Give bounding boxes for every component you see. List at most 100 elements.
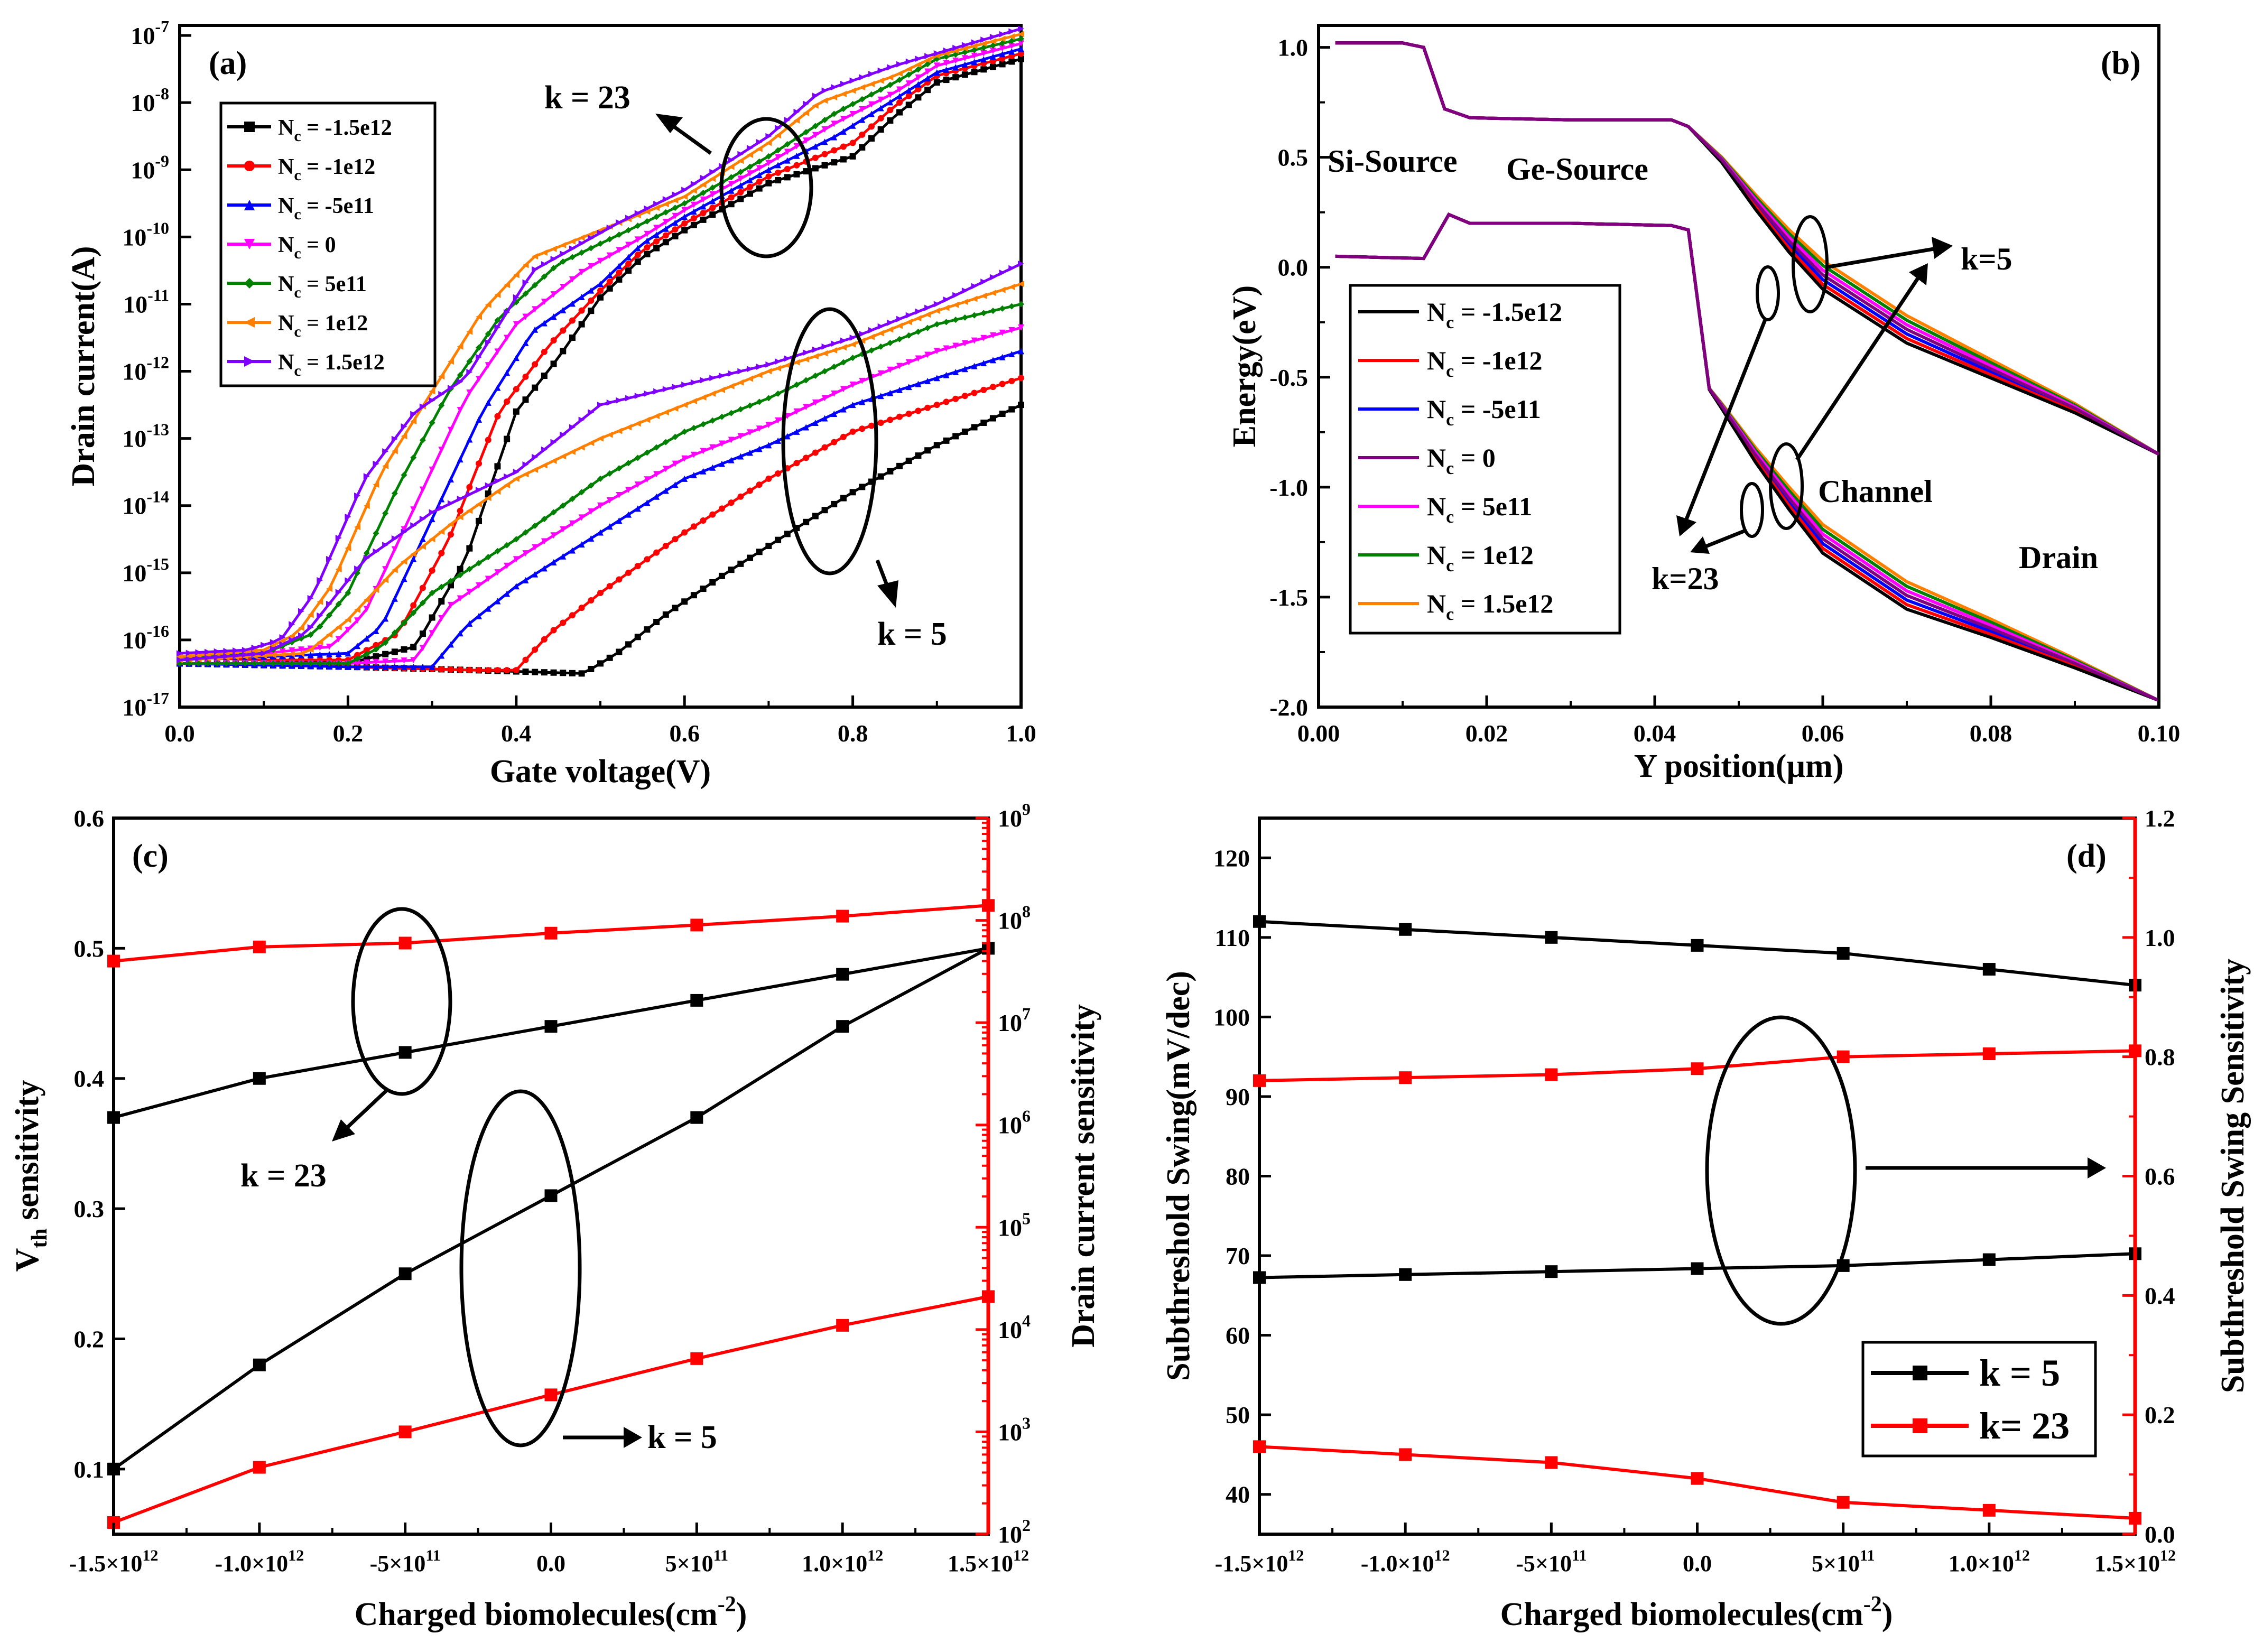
- data-point: [672, 433, 679, 440]
- data-point: [391, 663, 398, 670]
- data-point: [522, 577, 529, 583]
- data-point: [560, 242, 567, 248]
- data-point: [354, 660, 361, 666]
- data-point: [718, 572, 725, 579]
- data-point: [737, 157, 744, 164]
- data-point: [877, 343, 884, 350]
- data-point: [438, 666, 445, 673]
- data-point: [494, 384, 501, 391]
- data-point: [765, 361, 772, 368]
- data-point: [466, 545, 473, 552]
- data-point: [784, 531, 791, 537]
- data-point: [718, 386, 725, 393]
- data-point: [681, 193, 688, 200]
- data-point: [578, 416, 585, 423]
- data-point: [836, 1319, 849, 1332]
- data-point: [765, 166, 772, 173]
- panel-b: 0.00 0.02 0.04 0.06 0.08 0.10 -2.0 -1.5 -1.0 -0.5…: [1227, 24, 2180, 784]
- data-point: [662, 386, 669, 393]
- data-point: [933, 402, 940, 409]
- data-point: [915, 380, 922, 387]
- data-point: [831, 439, 838, 446]
- data-point: [504, 369, 511, 376]
- data-point: [438, 598, 445, 605]
- data-point: [933, 348, 940, 355]
- data-point: [924, 53, 931, 60]
- data-point: [672, 226, 679, 233]
- data-point: [253, 940, 266, 953]
- data-point: [382, 510, 389, 517]
- data-point: [345, 513, 351, 520]
- data-point: [419, 599, 426, 606]
- data-point: [849, 100, 856, 107]
- data-point: [476, 416, 483, 423]
- data-point: [447, 531, 454, 538]
- data-point: [765, 395, 772, 402]
- data-point: [242, 647, 248, 654]
- data-point: [952, 48, 959, 54]
- data-point: [438, 391, 445, 397]
- data-point: [1018, 375, 1024, 382]
- panel-b-ylabel: Energy(eV): [1227, 285, 1263, 447]
- data-point: [840, 143, 847, 150]
- data-point: [775, 147, 782, 154]
- data-point: [616, 397, 623, 404]
- data-point: [672, 605, 679, 611]
- data-point: [999, 329, 1006, 336]
- y-left-tick-label: 90: [1226, 1083, 1250, 1110]
- data-point: [812, 353, 819, 360]
- data-point: [363, 597, 370, 604]
- data-point: [588, 263, 595, 270]
- data-point: [345, 616, 351, 623]
- data-point: [485, 605, 491, 612]
- data-point: [765, 140, 772, 146]
- data-point: [681, 200, 688, 207]
- data-point: [345, 660, 351, 667]
- data-point: [419, 663, 426, 670]
- panel-b-ellipse-k5-cb: [1792, 215, 1829, 313]
- data-point: [644, 205, 651, 212]
- data-point: [1253, 1074, 1266, 1087]
- data-point: [765, 422, 772, 429]
- data-point: [625, 261, 632, 267]
- data-point: [877, 86, 884, 93]
- legend-marker: [244, 200, 255, 210]
- data-point: [803, 100, 810, 107]
- data-point: [616, 231, 623, 238]
- data-point: [989, 357, 996, 364]
- data-point: [737, 433, 744, 440]
- y-right-tick-label: 109: [998, 800, 1031, 832]
- data-point: [363, 606, 370, 612]
- data-point: [747, 554, 754, 561]
- data-point: [513, 536, 520, 543]
- data-point: [971, 43, 978, 50]
- data-point: [494, 348, 501, 355]
- data-point: [429, 516, 435, 523]
- panel-a-xlabel: Gate voltage(V): [490, 754, 711, 790]
- data-point: [821, 87, 828, 94]
- data-point: [681, 187, 688, 193]
- data-point: [924, 61, 931, 68]
- data-point: [606, 252, 613, 259]
- data-point: [513, 321, 520, 328]
- data-point: [999, 51, 1006, 58]
- data-point: [840, 359, 847, 366]
- data-point: [504, 335, 511, 341]
- legend-item: Nc = -1.5e12: [278, 116, 392, 145]
- series-0: [107, 942, 995, 1124]
- data-point: [700, 421, 707, 428]
- data-point: [1253, 1271, 1266, 1284]
- data-point: [335, 589, 342, 596]
- data-point: [466, 368, 473, 375]
- data-point: [307, 595, 314, 601]
- legend-box: [1861, 1341, 2097, 1458]
- data-point: [373, 460, 379, 467]
- data-point: [952, 57, 959, 64]
- data-point: [466, 484, 473, 490]
- data-point: [756, 481, 763, 488]
- conduction-band-3: [1335, 41, 2160, 456]
- series-line: [113, 1295, 989, 1524]
- y-tick-label: 0.0: [1278, 254, 1309, 281]
- data-point: [307, 660, 314, 667]
- data-point: [831, 84, 838, 91]
